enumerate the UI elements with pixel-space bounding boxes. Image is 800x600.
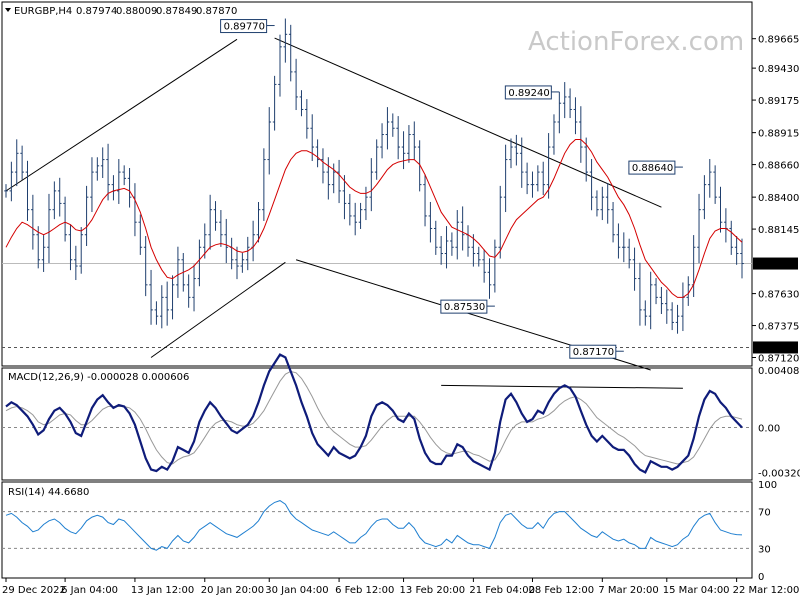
- macd-panel: [2, 353, 752, 474]
- price-y-tick-label: 0.89665: [758, 35, 799, 46]
- x-tick-label: 30 Jan 04:00: [265, 585, 328, 596]
- support-level-tag-box: [753, 341, 798, 354]
- rsi-line: [5, 500, 743, 551]
- rsi-title: RSI(14) 44.6680: [8, 487, 89, 498]
- watermark: ActionForex.com: [528, 27, 744, 57]
- rsi-y-tick-label: 100: [758, 480, 777, 491]
- dropdown-arrow-icon[interactable]: [5, 8, 11, 12]
- axes: 0.89665 0.89430 0.89175 0.88915 0.88660 0.884…: [2, 35, 800, 596]
- x-tick-label: 15 Mar 04:00: [663, 585, 730, 596]
- ohlc-low: 0.87849: [156, 6, 197, 17]
- price-annotation-label: 0.88640: [632, 163, 673, 174]
- rsi-y-tick-label: 70: [758, 508, 771, 519]
- macd-y-tick-label: -0.003209: [758, 469, 800, 480]
- x-tick-label: 7 Mar 20:00: [598, 585, 658, 596]
- macd-y-tick-label: 0.00: [758, 424, 780, 435]
- price-y-tick-label: 0.89175: [758, 96, 799, 107]
- macd-y-tick-label: 0.004083: [758, 366, 800, 377]
- x-tick-label: 28 Feb 12:00: [528, 585, 594, 596]
- rsi-y-tick-label: 30: [758, 544, 771, 555]
- price-panel: 0.89770 0.89240 0.88640 0.87530 0.87170: [2, 18, 752, 371]
- price-annotation-label: 0.87170: [573, 347, 614, 358]
- ohlc-high: 0.88009: [116, 6, 157, 17]
- x-tick-label: 13 Feb 20:00: [400, 585, 466, 596]
- macd-panel-frame: [1, 367, 753, 481]
- x-tick-label: 20 Jan 20:00: [201, 585, 264, 596]
- price-annotation-label: 0.89240: [508, 88, 549, 99]
- moving-average-line: [5, 139, 743, 298]
- ohlc-close: 0.87870: [196, 6, 237, 17]
- price-y-tick-label: 0.89430: [758, 64, 799, 75]
- x-tick-label: 22 Mar 12:00: [733, 585, 800, 596]
- price-y-tick-label: 0.87375: [758, 322, 799, 333]
- current-price-tag-box: [753, 257, 798, 270]
- trendline-2: [274, 37, 662, 208]
- x-tick-label: 6 Jan 04:00: [61, 585, 118, 596]
- rsi-y-tick-label: 0: [758, 572, 764, 583]
- trendline-3: [150, 261, 286, 358]
- x-tick-label: 21 Feb 04:00: [469, 585, 535, 596]
- current-price-tag-label: 0.87870: [756, 260, 797, 271]
- macd-line: [5, 353, 743, 474]
- price-y-tick-label: 0.88145: [758, 225, 799, 236]
- rsi-panel-frame: [1, 481, 753, 579]
- price-annotation-label: 0.89770: [224, 22, 265, 33]
- price-y-tick-label: 0.88400: [758, 193, 799, 204]
- trendline-1: [5, 38, 238, 192]
- x-tick-label: 6 Feb 12:00: [335, 585, 394, 596]
- macd-title: MACD(12,26,9) -0.000028 0.000606: [8, 372, 189, 383]
- macd-signal-line: [5, 370, 743, 465]
- price-y-tick-label: 0.88915: [758, 129, 799, 140]
- price-y-tick-label: 0.88660: [758, 161, 799, 172]
- rsi-panel: [2, 500, 752, 551]
- x-tick-label: 29 Dec 2022: [2, 585, 66, 596]
- symbol-label: EURGBP,H4: [14, 6, 72, 17]
- price-y-tick-label: 0.87120: [758, 353, 799, 364]
- x-tick-label: 13 Jan 12:00: [131, 585, 194, 596]
- support-level-tag-label: 0.87200: [756, 343, 797, 354]
- price-y-tick-label: 0.87630: [758, 290, 799, 301]
- price-annotation-label: 0.87530: [444, 302, 485, 313]
- ohlc-open: 0.87974: [76, 6, 117, 17]
